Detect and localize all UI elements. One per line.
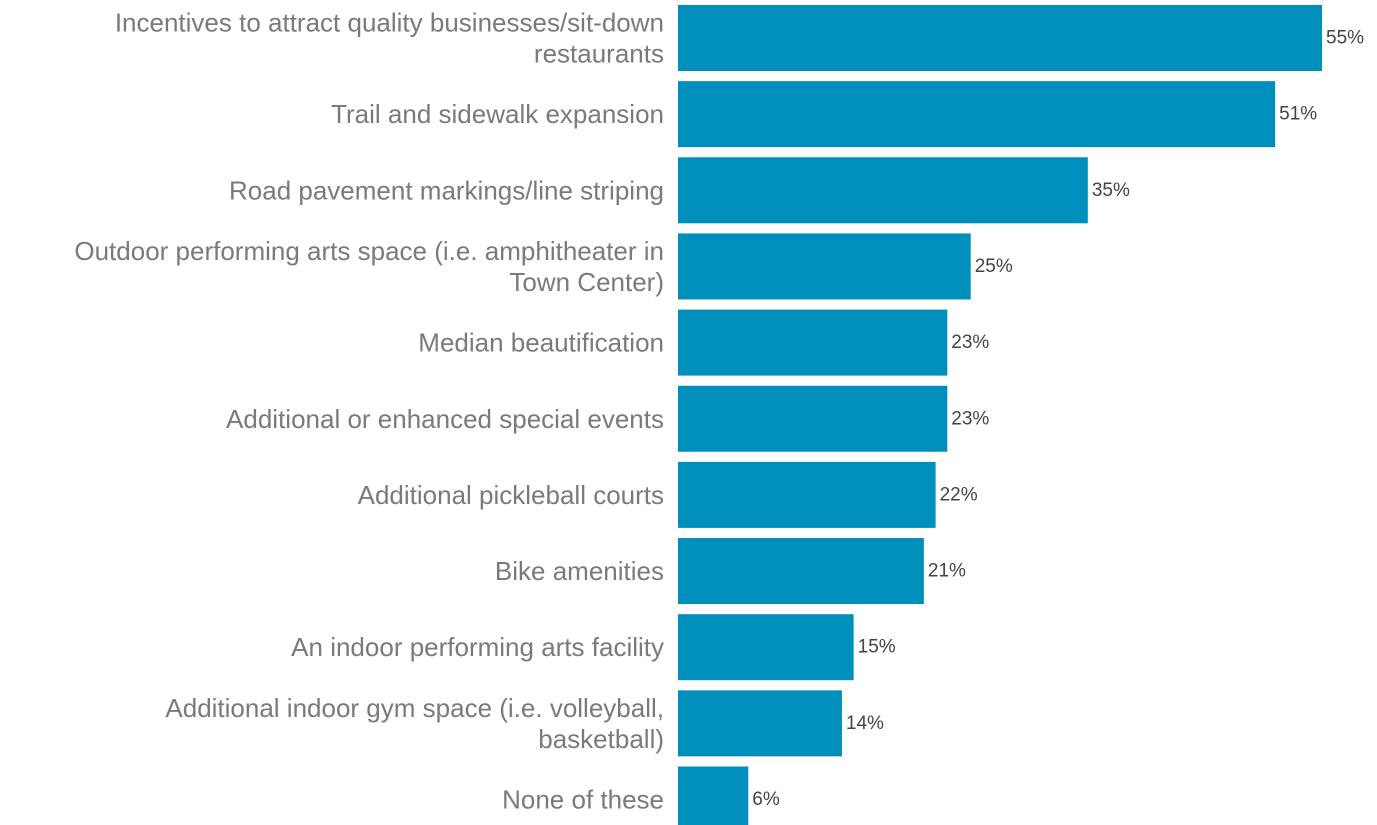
value-label-9: 15% [858, 637, 896, 658]
value-labels: 55% 51% 35% 25% 23% 23% 22% 21% 15% 14% 6% [752, 28, 1364, 811]
category-label-4: Outdoor performing arts space (i.e. amph… [74, 236, 664, 297]
category-label-10: Additional indoor gym space (i.e. volley… [165, 693, 664, 754]
value-label-10: 14% [846, 713, 884, 734]
category-label-1: Incentives to attract quality businesses… [115, 8, 664, 69]
category-label-6: Additional or enhanced special events [226, 404, 664, 434]
bar-11 [678, 766, 749, 825]
category-label-5: Median beautification [418, 328, 664, 358]
value-label-5: 23% [951, 332, 989, 353]
category-label-7: Additional pickleball courts [358, 480, 664, 510]
bars [678, 5, 1322, 825]
category-label-3: Road pavement markings/line striping [229, 175, 664, 205]
value-label-3: 35% [1092, 180, 1130, 201]
bar-5 [678, 309, 948, 376]
value-label-7: 22% [940, 484, 978, 505]
value-label-6: 23% [951, 408, 989, 429]
value-label-1: 55% [1326, 28, 1364, 49]
bar-7 [678, 461, 936, 528]
bar-8 [678, 538, 924, 605]
category-labels: Incentives to attract quality businesses… [74, 8, 664, 815]
bar-4 [678, 233, 971, 300]
bar-10 [678, 690, 842, 757]
category-label-9: An indoor performing arts facility [291, 632, 664, 662]
category-label-8: Bike amenities [495, 556, 664, 586]
bar-9 [678, 614, 854, 681]
bar-1 [678, 5, 1322, 71]
bar-2 [678, 81, 1276, 148]
category-label-11: None of these [502, 785, 664, 815]
value-label-2: 51% [1279, 104, 1317, 125]
value-label-8: 21% [928, 561, 966, 582]
value-label-4: 25% [975, 256, 1013, 277]
bar-6 [678, 385, 948, 452]
bar-3 [678, 157, 1088, 224]
category-label-2: Trail and sidewalk expansion [331, 99, 664, 129]
value-label-11: 6% [752, 789, 780, 810]
